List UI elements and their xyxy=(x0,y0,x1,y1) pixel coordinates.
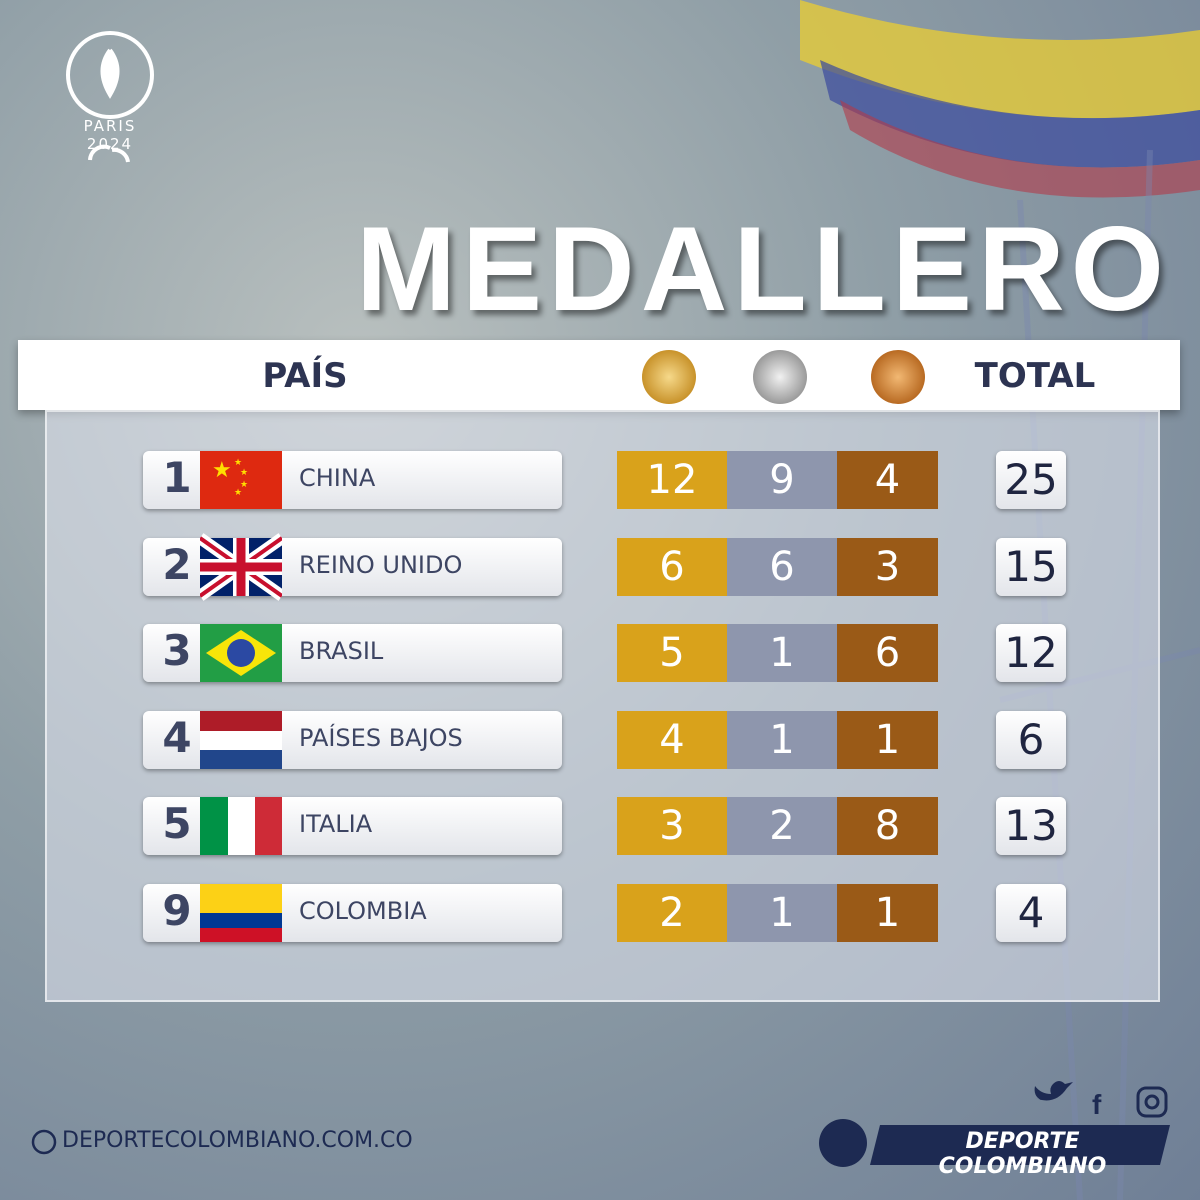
logo-circle xyxy=(66,31,154,119)
silver-count: 1 xyxy=(727,884,837,942)
globe-icon xyxy=(31,1129,57,1155)
silver-count: 2 xyxy=(727,797,837,856)
total-count: 25 xyxy=(996,451,1066,509)
gold-count: 4 xyxy=(617,710,727,769)
gold-count: 12 xyxy=(617,451,727,509)
bronze-medal-icon xyxy=(871,350,925,404)
bronze-count: 3 xyxy=(837,537,938,596)
total-count: 4 xyxy=(996,884,1066,942)
svg-text:★: ★ xyxy=(240,480,248,490)
flag xyxy=(200,884,282,942)
flag-ribbon xyxy=(840,100,1200,198)
rank: 2 xyxy=(162,539,192,589)
gold-count: 6 xyxy=(617,537,727,596)
instagram-icon xyxy=(1136,1086,1168,1118)
rank: 3 xyxy=(162,626,192,676)
flag xyxy=(200,532,282,601)
instagram-lens xyxy=(1144,1094,1160,1110)
title: MEDALLERO xyxy=(356,202,1170,336)
bronze-count: 6 xyxy=(837,624,938,683)
rank: 4 xyxy=(162,712,192,762)
total-count: 6 xyxy=(996,710,1066,769)
svg-text:★: ★ xyxy=(234,458,242,468)
header-bar xyxy=(18,340,1180,410)
silver-count: 9 xyxy=(727,451,837,509)
flag-ribbon xyxy=(800,0,1200,119)
total-count: 13 xyxy=(996,797,1066,856)
total-count: 12 xyxy=(996,624,1066,683)
social-icons: f xyxy=(31,1081,1170,1167)
gold-count: 5 xyxy=(617,624,727,683)
bronze-count: 1 xyxy=(837,710,938,769)
flag-ribbon xyxy=(820,60,1200,168)
svg-text:★: ★ xyxy=(212,458,232,483)
rank: 1 xyxy=(162,453,192,502)
bronze-count: 4 xyxy=(837,451,938,509)
bronze-count: 8 xyxy=(837,797,938,856)
total-count: 15 xyxy=(996,537,1066,596)
medal-icons xyxy=(642,350,925,404)
gold-count: 2 xyxy=(617,884,727,942)
flag: ★ ★★★★ xyxy=(200,451,282,509)
flag xyxy=(200,797,282,856)
country-header: PAÍS xyxy=(262,356,348,396)
country-name: ITALIA xyxy=(299,810,373,839)
rank: 5 xyxy=(162,799,192,849)
silver-count: 6 xyxy=(727,537,837,596)
svg-text:★: ★ xyxy=(234,488,242,498)
country-name: CHINA xyxy=(299,464,376,492)
paris-logo xyxy=(66,31,154,163)
bronze-count: 1 xyxy=(837,884,938,942)
total-header: TOTAL xyxy=(974,356,1096,396)
brand-bar xyxy=(870,1125,1170,1165)
silver-count: 1 xyxy=(727,624,837,683)
facebook-icon: f xyxy=(1092,1089,1102,1120)
twitter-icon xyxy=(1034,1081,1073,1101)
rank: 9 xyxy=(162,886,192,935)
brand: DEPORTE COLOMBIANO xyxy=(938,1129,1107,1179)
country-name: REINO UNIDO xyxy=(299,550,463,579)
country-name: COLOMBIA xyxy=(299,897,427,925)
silver-medal-icon xyxy=(753,350,807,404)
svg-text:★: ★ xyxy=(240,468,248,478)
gold-count: 3 xyxy=(617,797,727,856)
gold-medal-icon xyxy=(642,350,696,404)
para-logo xyxy=(88,144,130,163)
brand-logo xyxy=(819,1119,867,1167)
website: DEPORTECOLOMBIANO.COM.CO xyxy=(62,1128,413,1153)
flag xyxy=(200,624,282,683)
logo-flame xyxy=(100,48,120,99)
country-name: PAÍSES BAJOS xyxy=(299,723,463,752)
country-name: BRASIL xyxy=(299,637,384,666)
silver-count: 1 xyxy=(727,710,837,769)
logo-text: PARIS 2024 xyxy=(83,117,137,153)
flag xyxy=(200,710,282,769)
